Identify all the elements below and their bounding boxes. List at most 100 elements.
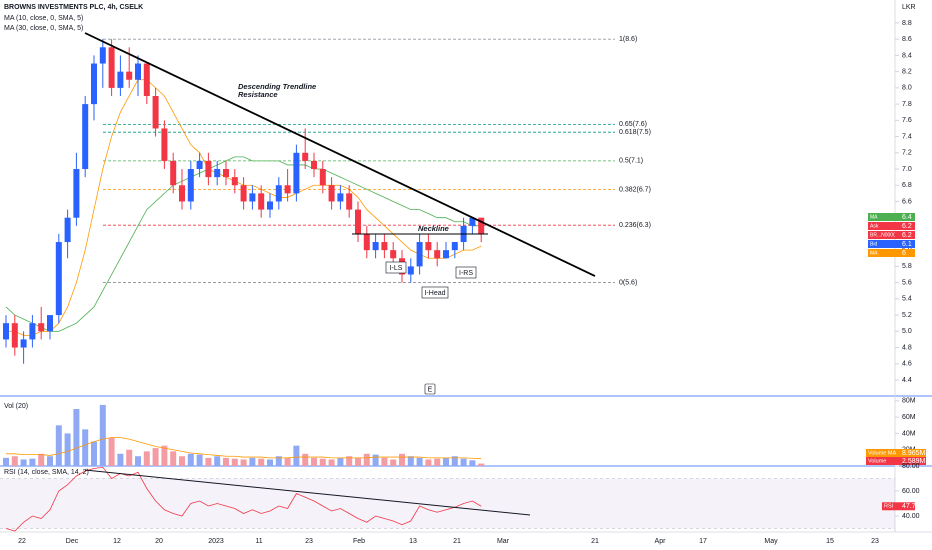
price-label-value: 6 <box>902 250 906 257</box>
price-label-box <box>895 222 915 230</box>
rsi-title: RSI (14, close, SMA, 14, 2) <box>4 469 89 476</box>
volume-bar <box>337 457 344 466</box>
price-label-name: MA <box>870 250 878 256</box>
volume-bar <box>3 457 9 466</box>
neckline-label: Neckline <box>418 224 449 233</box>
candle-body <box>152 95 159 129</box>
x-tick-label: 15 <box>826 538 834 545</box>
candle-body <box>434 250 441 259</box>
volume-bar <box>249 457 256 466</box>
volume-bar <box>425 459 432 466</box>
y-tick-label: 8.2 <box>902 68 912 75</box>
x-tick-label: Apr <box>655 538 667 545</box>
candle-body <box>425 242 432 251</box>
volume-bar <box>99 404 106 466</box>
candle-body <box>363 233 370 251</box>
y-tick-label: 7.2 <box>902 150 912 157</box>
volume-bar <box>443 457 449 466</box>
x-tick-label: 23 <box>305 538 313 545</box>
candle-body <box>143 63 150 96</box>
fib-label: 0.236(6.3) <box>619 222 651 229</box>
candle-body <box>311 160 317 170</box>
volume-bar <box>29 458 36 466</box>
volume-bar <box>135 456 141 466</box>
candle-body <box>355 209 361 234</box>
candle-body <box>223 169 229 178</box>
volume-bar <box>108 437 115 466</box>
volume-bar <box>275 456 282 466</box>
y-tick-label: 7.6 <box>902 117 912 124</box>
volume-bar <box>38 453 45 466</box>
candle-body <box>390 250 397 259</box>
y-tick-label: 5.4 <box>902 296 912 303</box>
candle-body <box>319 169 326 186</box>
x-tick-label: May <box>764 538 778 545</box>
price-label-value: 6.4 <box>902 214 912 221</box>
candle-body <box>214 169 221 178</box>
candle-body <box>47 315 53 332</box>
y-tick-label: 80M <box>902 398 916 405</box>
candle-body <box>416 242 423 267</box>
price-label-name: Bid <box>870 241 877 247</box>
candle-body <box>231 177 238 186</box>
fib-label: 1(8.6) <box>619 36 637 43</box>
x-tick-label: 11 <box>255 538 262 545</box>
y-tick-label: 7.0 <box>902 166 912 173</box>
volume-bar <box>214 456 221 466</box>
candle-body <box>196 160 203 170</box>
volume-bar <box>478 463 485 466</box>
volume-bar <box>143 451 150 466</box>
legend-entry: MA (10, close, 0, SMA, 5) <box>4 15 83 22</box>
event-box[interactable] <box>424 383 436 395</box>
volume-bar <box>363 453 370 466</box>
candle-body <box>346 193 353 210</box>
x-tick-label: Dec <box>66 538 79 545</box>
candle-body <box>64 217 71 243</box>
candle-body <box>372 242 379 251</box>
volume-bar <box>47 456 53 466</box>
pattern-label: I-RS <box>459 270 473 277</box>
x-tick-label: Mar <box>497 538 510 545</box>
y-tick-label: 4.4 <box>902 377 912 384</box>
rsi-value-label: 47.78 <box>902 503 920 510</box>
candle-body <box>443 250 449 259</box>
candle-body <box>161 128 168 161</box>
price-label-box <box>895 240 915 248</box>
fib-label: 0.65(7.6) <box>619 121 647 128</box>
y-tick-label: 60M <box>902 414 916 421</box>
candle-body <box>240 185 247 202</box>
volume-bar <box>187 453 194 466</box>
volume-bar <box>390 459 397 466</box>
y-tick-label: 7.4 <box>902 133 912 140</box>
ma-line <box>5 156 482 332</box>
pattern-label: I-LS <box>390 265 403 272</box>
volume-bar <box>231 458 238 466</box>
currency-label: LKR <box>902 4 916 11</box>
candle-body <box>249 193 256 202</box>
trendline-label: Resistance <box>238 90 278 99</box>
rsi-value-name: RSI <box>884 504 894 510</box>
value-box-label: 2.589M <box>902 458 926 465</box>
x-tick-label: 20 <box>155 538 163 545</box>
x-tick-label: 13 <box>409 538 417 545</box>
candle-body <box>275 185 282 202</box>
candle-body <box>170 160 177 186</box>
volume-bar <box>64 433 71 466</box>
rsi-band <box>0 478 895 529</box>
event-label[interactable]: E <box>428 386 433 393</box>
y-tick-label: 7.8 <box>902 101 912 108</box>
candle-body <box>126 71 133 80</box>
fib-label: 0.5(7.1) <box>619 158 643 165</box>
y-tick-label: 8.4 <box>902 52 912 59</box>
volume-bar <box>91 441 97 466</box>
x-tick-label: 21 <box>591 538 599 545</box>
candle-body <box>337 193 344 202</box>
volume-bar <box>460 458 467 466</box>
volume-bar <box>161 445 168 466</box>
volume-bar <box>55 425 62 466</box>
candle-body <box>38 323 45 332</box>
y-tick-label: 4.6 <box>902 361 912 368</box>
candle-body <box>478 217 485 234</box>
pattern-box <box>421 286 449 299</box>
